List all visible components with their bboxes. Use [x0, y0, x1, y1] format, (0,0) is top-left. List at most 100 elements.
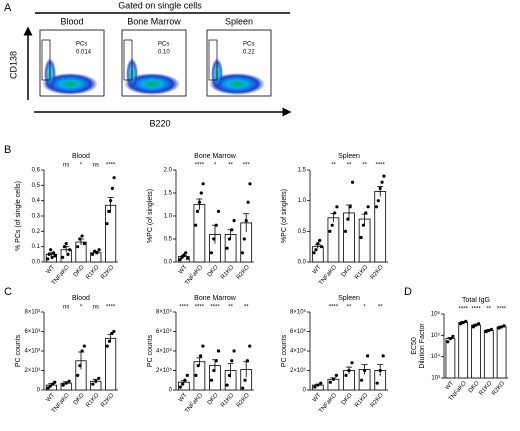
x-tick-label: DKO: [73, 264, 86, 278]
y-tick-label: 0: [169, 388, 173, 394]
significance: ****: [376, 163, 386, 169]
y-tick-label: 6×10⁵: [156, 328, 173, 335]
y-tick-label: 1.0: [164, 214, 173, 220]
y-tick-label: 10⁶: [431, 311, 441, 318]
significance: ns: [63, 163, 69, 169]
x-tick-label: WT: [178, 264, 189, 275]
data-point: [242, 237, 246, 241]
y-tick-label: 0.2: [32, 229, 41, 235]
data-point: [185, 373, 189, 377]
data-point: [347, 368, 351, 373]
data-point: [243, 378, 247, 382]
data-point: [248, 182, 252, 186]
data-point: [90, 252, 95, 256]
x-tick-label: R2KO: [370, 264, 385, 281]
significance: *: [80, 163, 83, 169]
data-point: [344, 373, 348, 377]
data-point: [183, 378, 187, 382]
data-point: [227, 237, 232, 241]
data-point: [471, 325, 476, 329]
x-tick-label: R2KO: [236, 264, 251, 281]
x-tick-label: R1KO: [354, 264, 369, 281]
header: Gated on single cells: [118, 0, 202, 10]
bar: [471, 324, 481, 379]
data-point: [180, 255, 184, 259]
data-point: [343, 229, 348, 233]
data-point: [487, 328, 491, 333]
x-tick-label: DKO: [341, 264, 354, 278]
data-point: [97, 248, 101, 252]
data-point: [198, 354, 203, 358]
data-point: [53, 254, 57, 258]
x-tick-label: WT: [178, 392, 189, 403]
data-point: [62, 245, 67, 249]
data-point: [46, 257, 50, 261]
data-point: [110, 186, 114, 190]
data-point: [182, 253, 186, 257]
data-point: [316, 383, 320, 387]
x-tick-label: DKO: [73, 392, 86, 406]
cell-density: [209, 73, 265, 95]
gate: [123, 39, 133, 81]
gate: [41, 39, 51, 81]
data-point: [366, 354, 370, 358]
significance: ****: [459, 307, 469, 313]
cell-density: [124, 73, 180, 95]
data-point: [46, 386, 50, 390]
data-point: [67, 379, 71, 383]
significance: **: [331, 163, 336, 169]
data-point: [380, 180, 384, 184]
data-point: [314, 248, 318, 252]
y-tick-label: 1.5: [164, 191, 173, 197]
data-point: [476, 322, 481, 326]
y-axis-label: PC counts: [281, 334, 288, 367]
y-axis-label: PC counts: [147, 334, 154, 367]
data-point: [316, 242, 320, 246]
y-tick-label: 2×10³: [24, 368, 40, 374]
y-axis-label: % PCs (of single cells): [15, 181, 22, 251]
data-point: [212, 368, 216, 373]
y-axis-label: CD138: [8, 51, 18, 79]
data-point: [328, 229, 332, 233]
bar: [445, 338, 456, 379]
data-point: [194, 223, 198, 227]
data-point: [209, 251, 214, 255]
y-tick-label: 0.6: [32, 168, 41, 174]
data-point: [319, 381, 323, 385]
data-point: [178, 385, 182, 389]
y-tick-label: 0.0: [32, 260, 41, 266]
significance: ****: [106, 305, 116, 311]
data-point: [360, 378, 364, 382]
data-point: [49, 248, 53, 252]
x-tick-label: R2KO: [370, 392, 385, 409]
data-point: [47, 252, 51, 256]
significance: ****: [471, 307, 481, 313]
data-point: [194, 373, 198, 377]
y-tick-label: 2×10⁵: [156, 367, 173, 374]
data-point: [48, 384, 52, 388]
data-point: [50, 255, 54, 259]
y-tick-label: 8×10³: [24, 310, 40, 316]
y-tick-label: 4×10⁵: [156, 348, 173, 355]
data-point: [350, 361, 354, 365]
data-point: [105, 222, 109, 226]
data-point: [313, 385, 317, 389]
data-point: [319, 245, 324, 249]
data-point: [312, 251, 316, 255]
data-point: [61, 255, 65, 259]
y-tick-label: 8×10⁶: [290, 309, 307, 316]
data-point: [350, 180, 355, 184]
significance: ****: [210, 305, 220, 311]
bar: [483, 330, 494, 379]
significance: ns: [93, 163, 99, 169]
data-point: [216, 349, 221, 353]
data-point: [446, 340, 450, 344]
data-point: [76, 245, 80, 249]
data-point: [376, 199, 380, 203]
panel-label: C: [4, 286, 12, 298]
data-point: [107, 339, 112, 343]
data-point: [330, 223, 334, 227]
data-point: [500, 325, 504, 329]
x-tick-label: DKO: [207, 392, 220, 406]
x-tick-label: R1KO: [220, 392, 235, 409]
